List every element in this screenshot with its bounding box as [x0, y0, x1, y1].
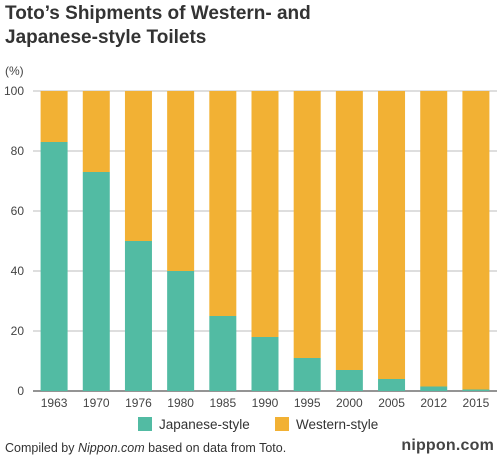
chart-title: Toto’s Shipments of Western- and Japanes… — [5, 2, 495, 50]
bar-western-1970 — [82, 91, 110, 172]
x-tick-label: 1976 — [125, 396, 152, 410]
bar-western-1990 — [251, 91, 279, 337]
x-tick-label: 1970 — [83, 396, 110, 410]
bar-western-1995 — [293, 91, 321, 358]
y-axis-unit-label: (%) — [5, 64, 24, 78]
bar-western-2000 — [335, 91, 363, 370]
x-tick-label: 2005 — [378, 396, 405, 410]
source-suffix: based on data from Toto. — [144, 441, 287, 455]
bar-western-2015 — [462, 91, 490, 390]
bar-western-1963 — [40, 91, 68, 142]
source-name: Nippon.com — [77, 441, 145, 455]
x-tick-label: 1990 — [252, 396, 279, 410]
y-tick-label: 80 — [11, 144, 25, 158]
bar-japanese-1970 — [82, 172, 110, 391]
title-line-1: Toto’s Shipments of Western- and — [5, 3, 311, 24]
y-tick-label: 40 — [11, 264, 25, 278]
x-tick-label: 1963 — [41, 396, 68, 410]
y-tick-label: 100 — [4, 84, 24, 98]
bar-western-1976 — [124, 91, 152, 241]
bar-western-2005 — [378, 91, 406, 379]
legend-label-japanese: Japanese-style — [159, 417, 250, 432]
y-tick-label: 60 — [11, 204, 25, 218]
y-tick-label: 0 — [17, 384, 24, 398]
x-tick-label: 1995 — [294, 396, 321, 410]
x-tick-label: 1980 — [167, 396, 194, 410]
bar-japanese-1990 — [251, 337, 279, 391]
bar-japanese-2005 — [378, 379, 406, 391]
nippon-logo: nippon.com — [401, 437, 494, 454]
legend-label-western: Western-style — [296, 417, 378, 432]
bar-japanese-2012 — [420, 386, 448, 391]
source-prefix: Compiled by — [5, 441, 78, 455]
x-tick-label: 2000 — [336, 396, 363, 410]
bar-japanese-2015 — [462, 389, 490, 391]
title-line-2: Japanese-style Toilets — [5, 27, 207, 48]
x-tick-label: 2015 — [463, 396, 490, 410]
y-tick-label: 20 — [11, 324, 25, 338]
bar-japanese-1963 — [40, 142, 68, 391]
x-tick-label: 1985 — [209, 396, 236, 410]
source-note: Compiled by Nippon.com based on data fro… — [5, 441, 286, 455]
bar-western-2012 — [420, 91, 448, 387]
bar-western-1980 — [167, 91, 195, 271]
bar-japanese-1985 — [209, 316, 237, 391]
bar-japanese-2000 — [335, 370, 363, 391]
bar-japanese-1976 — [124, 241, 152, 391]
legend-swatch-western — [275, 417, 289, 431]
bar-western-1985 — [209, 91, 237, 316]
bar-japanese-1980 — [167, 271, 195, 391]
x-tick-label: 2012 — [420, 396, 447, 410]
legend-swatch-japanese — [138, 417, 152, 431]
bar-japanese-1995 — [293, 358, 321, 391]
